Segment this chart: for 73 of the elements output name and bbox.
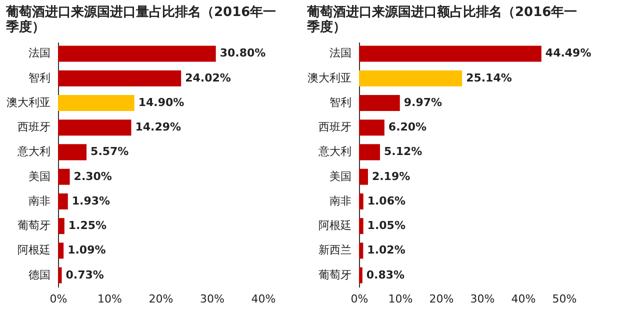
bar (58, 168, 70, 185)
x-tick-label: 0% (50, 292, 68, 306)
data-label: 24.02% (185, 71, 231, 84)
bar (58, 94, 134, 111)
x-tick-label: 50% (552, 292, 577, 306)
bar (58, 144, 87, 160)
x-tick-label: 20% (148, 292, 174, 306)
bar (58, 120, 132, 136)
y-tick-label: 意大利 (318, 145, 352, 158)
data-label: 5.12% (384, 145, 422, 158)
bar (58, 193, 68, 210)
data-label: 44.49% (545, 46, 592, 60)
y-tick-label: 意大利 (16, 145, 50, 158)
y-tick-label: 智利 (28, 71, 50, 84)
x-tick-label: 30% (200, 292, 224, 306)
chart-title: 葡萄酒进口来源国进口额占比排名（2016年一季度） (306, 4, 578, 35)
y-tick-label: 阿根廷 (18, 244, 50, 257)
bar (359, 242, 364, 259)
x-tick-label: 40% (251, 292, 276, 306)
y-tick-label: 澳大利亚 (308, 71, 352, 84)
data-label: 2.19% (372, 170, 410, 183)
data-label: 6.20% (388, 120, 427, 134)
bar (58, 218, 64, 234)
data-label: 14.90% (138, 96, 184, 109)
x-tick-label: 10% (388, 292, 413, 306)
y-tick-label: 阿根廷 (318, 219, 352, 232)
y-tick-label: 南非 (28, 194, 50, 208)
bar (359, 70, 462, 86)
data-label: 1.09% (68, 244, 106, 257)
data-label: 1.05% (367, 219, 406, 232)
bar (359, 193, 364, 210)
bar (359, 120, 384, 136)
y-tick-label: 葡萄牙 (18, 219, 50, 232)
y-tick-label: 法国 (28, 46, 50, 60)
x-tick-label: 30% (470, 292, 495, 306)
bar (359, 267, 362, 284)
x-tick-label: 0% (350, 292, 368, 306)
data-label: 9.97% (404, 96, 442, 109)
x-tick-label: 40% (511, 292, 536, 306)
y-tick-label: 德国 (28, 268, 50, 282)
x-tick-label: 10% (98, 292, 122, 306)
y-tick-label: 法国 (330, 46, 352, 60)
data-label: 1.02% (367, 244, 406, 257)
bar (359, 144, 380, 160)
bar (359, 168, 368, 185)
bar (58, 70, 182, 86)
data-label: 25.14% (466, 71, 512, 84)
bar (359, 218, 364, 234)
y-tick-label: 美国 (28, 170, 50, 183)
y-tick-label: 西班牙 (18, 120, 50, 134)
data-label: 2.30% (74, 170, 112, 183)
y-tick-label: 南非 (330, 194, 352, 208)
y-tick-label: 美国 (330, 170, 352, 183)
data-label: 1.93% (72, 194, 110, 208)
bar (58, 46, 216, 62)
data-label: 5.57% (90, 145, 129, 158)
data-label: 30.80% (220, 46, 266, 60)
bar (359, 94, 400, 111)
y-tick-label: 葡萄牙 (318, 268, 352, 282)
data-label: 1.25% (68, 219, 107, 232)
x-tick-label: 20% (429, 292, 454, 306)
y-tick-label: 新西兰 (318, 244, 352, 257)
y-tick-label: 智利 (330, 96, 352, 109)
data-label: 14.29% (135, 120, 182, 134)
bar (359, 46, 542, 62)
data-label: 1.06% (367, 194, 406, 208)
bar (58, 242, 64, 259)
data-label: 0.73% (66, 268, 104, 282)
data-label: 0.83% (366, 268, 405, 282)
y-tick-label: 西班牙 (318, 120, 352, 134)
y-tick-label: 澳大利亚 (6, 96, 50, 109)
bar (58, 267, 62, 284)
chart-title: 葡萄酒进口来源国进口量占比排名（2016年一季度） (5, 4, 276, 35)
